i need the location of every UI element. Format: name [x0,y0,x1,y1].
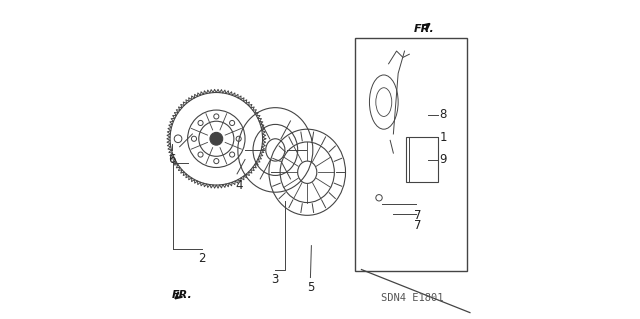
Text: 6: 6 [168,153,175,166]
Text: 3: 3 [271,273,279,286]
Text: 2: 2 [198,252,205,265]
Circle shape [210,132,223,145]
Text: FR.: FR. [413,24,434,34]
Text: SDN4 E1801: SDN4 E1801 [381,293,443,303]
Text: 5: 5 [307,281,314,294]
Text: 7: 7 [414,219,422,232]
Text: 4: 4 [235,179,243,192]
Text: 1: 1 [440,131,447,144]
Text: FR.: FR. [172,290,193,300]
Text: 9: 9 [440,153,447,166]
Text: 8: 8 [440,108,447,121]
Text: 7: 7 [414,209,422,222]
